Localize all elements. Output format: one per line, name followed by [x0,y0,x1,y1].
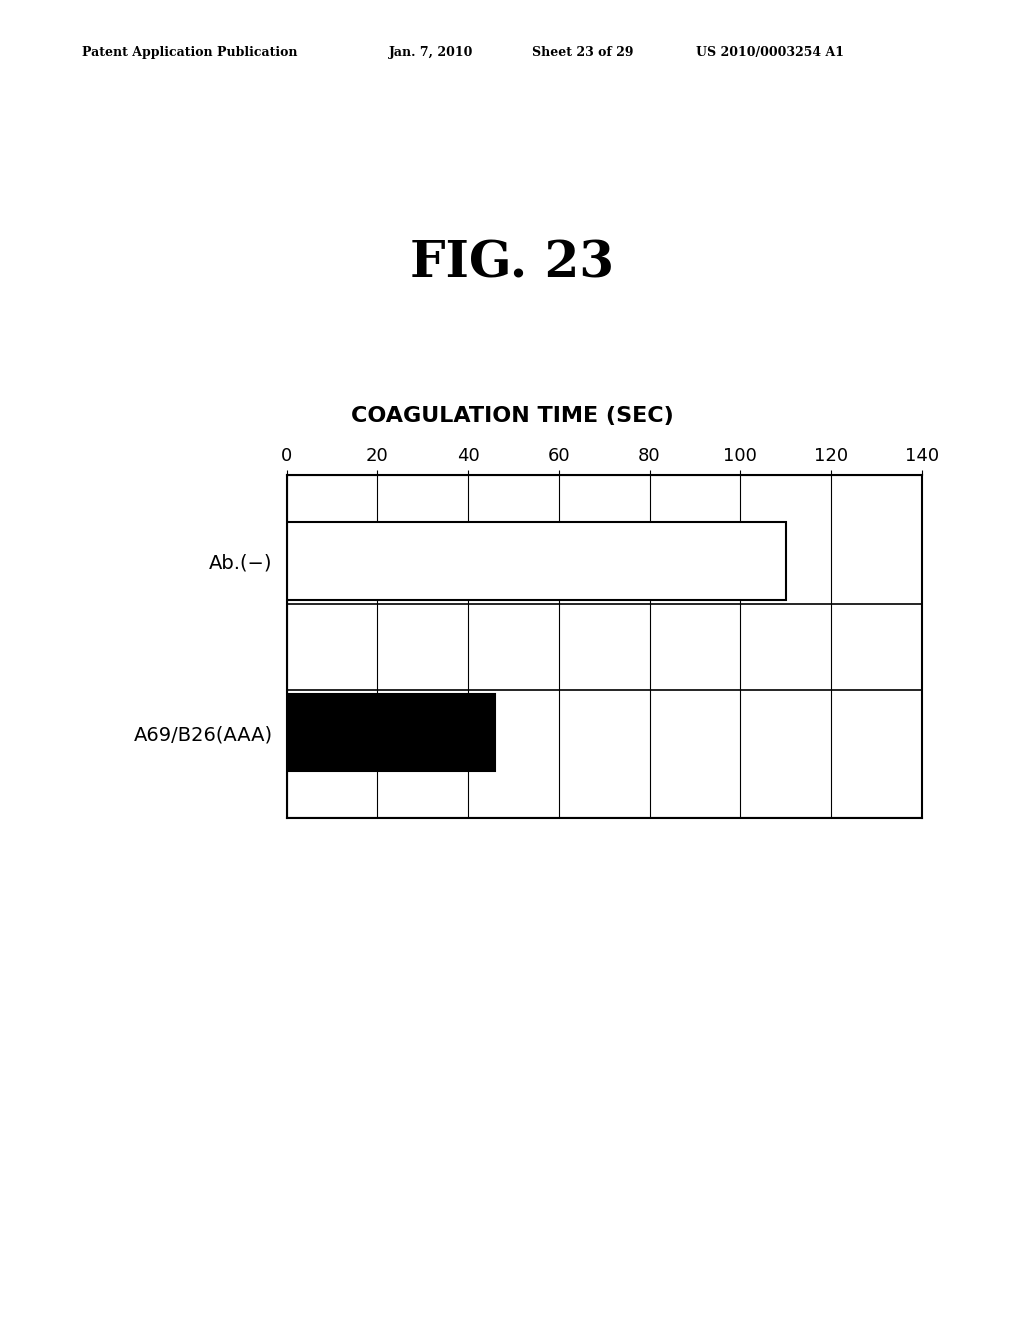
Bar [287,523,785,599]
Text: Jan. 7, 2010: Jan. 7, 2010 [389,46,473,59]
Text: Patent Application Publication: Patent Application Publication [82,46,297,59]
Text: Sheet 23 of 29: Sheet 23 of 29 [532,46,634,59]
Text: COAGULATION TIME (SEC): COAGULATION TIME (SEC) [350,405,674,426]
Bar [287,694,496,771]
Text: FIG. 23: FIG. 23 [410,239,614,289]
Text: US 2010/0003254 A1: US 2010/0003254 A1 [696,46,845,59]
